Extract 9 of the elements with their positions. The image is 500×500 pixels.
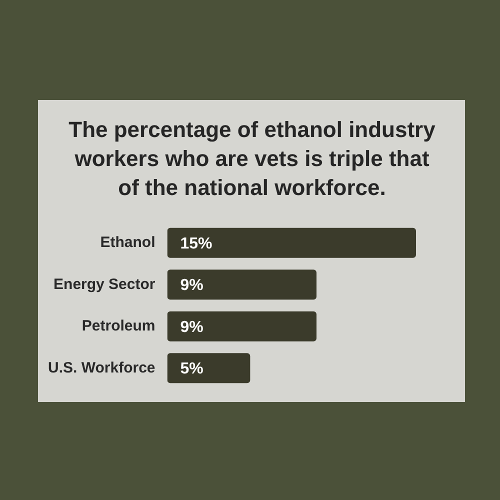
chart-title: The percentage of ethanol industry workers who are vets is triple that of the national workforce. [68, 116, 436, 202]
data-label: 5% [180, 360, 204, 378]
y-tick-label: Petroleum [82, 318, 156, 335]
y-tick-label: Ethanol [100, 234, 156, 252]
data-label: 9% [180, 277, 204, 294]
y-tick-label: U.S. Workforce [48, 359, 156, 376]
data-label: 15% [180, 235, 212, 252]
data-label: 9% [180, 318, 204, 336]
y-tick-label: Energy Sector [54, 276, 156, 293]
